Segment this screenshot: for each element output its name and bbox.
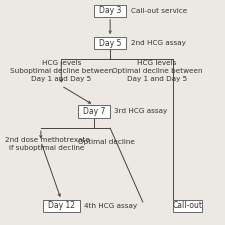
FancyBboxPatch shape: [94, 37, 126, 49]
Text: Day 5: Day 5: [99, 39, 121, 48]
Text: Call-out: Call-out: [173, 201, 203, 210]
Text: Day 7: Day 7: [83, 107, 105, 116]
FancyBboxPatch shape: [173, 200, 202, 212]
Text: Day 12: Day 12: [48, 201, 75, 210]
Text: HCG levels
Optimal decline between
Day 1 and Day 5: HCG levels Optimal decline between Day 1…: [112, 60, 202, 82]
FancyBboxPatch shape: [94, 4, 126, 17]
Text: 2nd dose methotrexate
if suboptimal decline: 2nd dose methotrexate if suboptimal decl…: [4, 137, 89, 151]
FancyBboxPatch shape: [43, 200, 80, 212]
Text: HCG levels
Suboptimal decline between
Day 1 and Day 5: HCG levels Suboptimal decline between Da…: [10, 60, 113, 82]
Text: 2nd HCG assay: 2nd HCG assay: [130, 40, 185, 46]
Text: Optimal decline: Optimal decline: [78, 139, 135, 145]
Text: Call-out service: Call-out service: [130, 8, 187, 14]
Text: Day 3: Day 3: [99, 6, 121, 15]
FancyBboxPatch shape: [78, 105, 110, 117]
Text: 3rd HCG assay: 3rd HCG assay: [114, 108, 167, 114]
Text: 4th HCG assay: 4th HCG assay: [84, 203, 137, 209]
